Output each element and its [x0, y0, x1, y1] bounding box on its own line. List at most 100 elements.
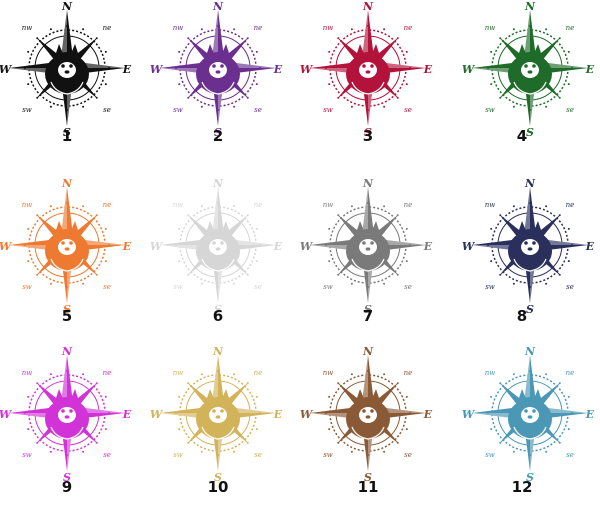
direction-label-s: S [526, 126, 534, 139]
direction-label-w: W [462, 240, 476, 253]
direction-label-e: E [122, 408, 132, 421]
direction-label-w: W [0, 240, 13, 253]
direction-label-n: N [524, 177, 536, 190]
direction-label-s: S [214, 303, 222, 316]
direction-label-n: N [362, 0, 374, 13]
direction-label-ne: ne [566, 201, 575, 209]
compass-dog-emblem: N S E Wnw ne sw se [300, 0, 433, 139]
direction-label-nw: nw [22, 369, 33, 377]
direction-label-s: S [364, 126, 372, 139]
variant-number: 4 [516, 127, 528, 145]
direction-label-se: se [404, 283, 412, 291]
direction-label-ne: ne [103, 369, 112, 377]
direction-label-n: N [524, 0, 536, 13]
direction-label-nw: nw [173, 369, 184, 377]
direction-label-s: S [63, 126, 71, 139]
direction-label-w: W [300, 240, 314, 253]
direction-label-sw: sw [485, 106, 495, 114]
direction-label-e: E [122, 63, 132, 76]
direction-label-se: se [254, 451, 262, 459]
direction-label-sw: sw [173, 283, 183, 291]
direction-label-n: N [61, 345, 73, 358]
direction-label-ne: ne [566, 24, 575, 32]
direction-label-w: W [300, 63, 314, 76]
direction-label-n: N [212, 0, 224, 13]
variant-number: 9 [61, 478, 73, 496]
direction-label-sw: sw [485, 283, 495, 291]
direction-label-sw: sw [22, 106, 32, 114]
direction-label-w: W [0, 408, 13, 421]
direction-label-sw: sw [323, 451, 333, 459]
direction-label-ne: ne [254, 369, 263, 377]
direction-label-n: N [362, 345, 374, 358]
direction-label-nw: nw [173, 24, 184, 32]
direction-label-ne: ne [404, 24, 413, 32]
direction-label-sw: sw [323, 283, 333, 291]
direction-label-s: S [63, 303, 71, 316]
compass-dog-emblem: N S E Wnw ne sw se [462, 177, 595, 316]
direction-label-se: se [566, 451, 574, 459]
direction-label-w: W [0, 63, 13, 76]
compass-dog-emblem: N S E Wnw ne sw se [0, 345, 132, 484]
variant-number: 12 [511, 478, 533, 496]
compass-dog-emblem: N S E Wnw ne sw se [0, 0, 132, 139]
direction-label-s: S [364, 303, 372, 316]
direction-label-s: S [214, 126, 222, 139]
direction-label-nw: nw [173, 201, 184, 209]
direction-label-se: se [103, 451, 111, 459]
direction-label-nw: nw [22, 24, 33, 32]
direction-label-se: se [404, 451, 412, 459]
direction-label-ne: ne [404, 369, 413, 377]
variant-number: 8 [516, 307, 528, 325]
direction-label-s: S [364, 471, 372, 484]
compass-dog-emblem: N S E Wnw ne sw se [150, 345, 283, 484]
direction-label-n: N [61, 177, 73, 190]
direction-label-se: se [103, 283, 111, 291]
direction-label-w: W [150, 408, 164, 421]
variant-number: 3 [362, 127, 374, 145]
compass-dog-emblem: N S E Wnw ne sw se [150, 0, 283, 139]
direction-label-ne: ne [103, 24, 112, 32]
direction-label-e: E [122, 240, 132, 253]
direction-label-se: se [404, 106, 412, 114]
direction-label-n: N [212, 345, 224, 358]
direction-label-w: W [150, 240, 164, 253]
direction-label-ne: ne [254, 201, 263, 209]
compass-dog-emblem: N S E Wnw ne sw se [300, 345, 433, 484]
direction-label-sw: sw [173, 106, 183, 114]
direction-label-se: se [566, 283, 574, 291]
variant-number: 2 [212, 127, 224, 145]
direction-label-n: N [362, 177, 374, 190]
direction-label-se: se [254, 106, 262, 114]
variant-number: 6 [212, 307, 224, 325]
direction-label-s: S [526, 471, 534, 484]
direction-label-s: S [526, 303, 534, 316]
direction-label-ne: ne [404, 201, 413, 209]
direction-label-sw: sw [22, 451, 32, 459]
direction-label-w: W [150, 63, 164, 76]
direction-label-nw: nw [485, 201, 496, 209]
direction-label-s: S [214, 471, 222, 484]
compass-dog-emblem: N S E Wnw ne sw se [462, 0, 595, 139]
compass-dog-emblem: N S E Wnw ne sw se [150, 177, 283, 316]
direction-label-se: se [254, 283, 262, 291]
direction-label-w: W [462, 63, 476, 76]
compass-dog-emblem: N S E Wnw ne sw se [0, 177, 132, 316]
compass-dog-emblem: N S E Wnw ne sw se [462, 345, 595, 484]
variant-number: 5 [61, 307, 73, 325]
direction-label-nw: nw [323, 369, 334, 377]
direction-label-sw: sw [173, 451, 183, 459]
direction-label-nw: nw [323, 201, 334, 209]
direction-label-se: se [566, 106, 574, 114]
variant-number: 11 [357, 478, 379, 496]
direction-label-e: E [423, 240, 433, 253]
